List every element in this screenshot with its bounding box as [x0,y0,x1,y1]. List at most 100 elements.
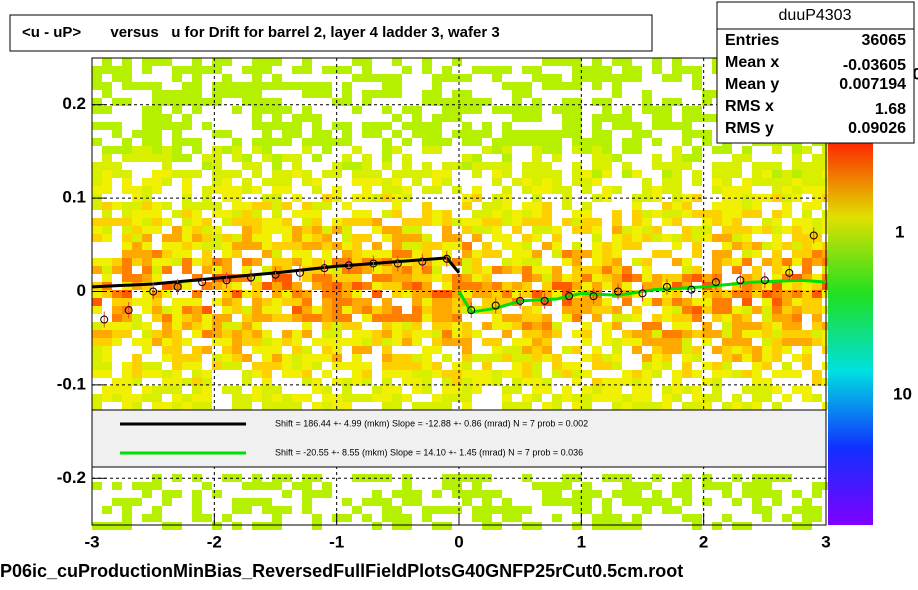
heatmap-cell [782,370,792,378]
heatmap-cell [362,514,372,522]
heatmap-cell [222,170,232,178]
heatmap-cell [802,162,812,170]
heatmap-cell [172,330,182,338]
heatmap-cell [592,66,602,74]
heatmap-cell [542,170,552,178]
heatmap-cell [542,202,552,210]
heatmap-cell [752,490,762,498]
stats-value: 0.09026 [848,120,906,137]
heatmap-cell [802,306,812,314]
heatmap-cell [352,274,362,282]
heatmap-cell [702,114,712,122]
heatmap-cell [652,338,662,346]
heatmap-cell [192,58,202,66]
heatmap-cell [732,522,742,530]
heatmap-cell [682,354,692,362]
heatmap-cell [592,130,602,138]
heatmap-cell [762,306,772,314]
heatmap-cell [382,274,392,282]
heatmap-cell [492,162,502,170]
heatmap-cell [592,282,602,290]
heatmap-cell [452,370,462,378]
heatmap-cell [432,290,442,298]
heatmap-cell [172,282,182,290]
heatmap-cell [522,114,532,122]
heatmap-cell [452,362,462,370]
y-tick-label: -0.1 [57,374,86,393]
profile-point [491,301,500,310]
heatmap-cell [672,178,682,186]
heatmap-cell [772,490,782,498]
heatmap-cell [562,290,572,298]
heatmap-cell [602,258,612,266]
heatmap-cell [172,322,182,330]
heatmap-cell [112,322,122,330]
heatmap-cell [812,306,822,314]
heatmap-cell [432,178,442,186]
stats-label: RMS y [725,120,774,137]
heatmap-cell [702,306,712,314]
heatmap-cell [182,66,192,74]
heatmap-cell [262,146,272,154]
stats-value: 1.68 [875,101,906,118]
heatmap-cell [372,386,382,394]
profile-point [662,282,671,291]
heatmap-cell [182,402,192,410]
heatmap-cell [772,298,782,306]
heatmap-cell [142,218,152,226]
y-tick-label: 0 [77,281,86,300]
heatmap-cell [112,122,122,130]
profile-point [442,254,451,263]
heatmap-cell [172,386,182,394]
heatmap-cell [782,394,792,402]
heatmap-cell [602,354,612,362]
heatmap-cell [822,146,832,154]
heatmap-cell [352,266,362,274]
heatmap-cell [592,386,602,394]
heatmap-cell [172,298,182,306]
heatmap-cell [462,322,472,330]
heatmap-cell [552,330,562,338]
heatmap-cell [462,346,472,354]
heatmap-cell [762,338,772,346]
heatmap-cell [262,58,272,66]
heatmap-cell [212,186,222,194]
heatmap-cell [522,394,532,402]
heatmap-cell [192,370,202,378]
heatmap-cell [632,194,642,202]
heatmap-cell [532,250,542,258]
heatmap-cell [192,506,202,514]
heatmap-cell [362,98,372,106]
heatmap-cell [392,282,402,290]
heatmap-cell [632,498,642,506]
heatmap-cell [152,202,162,210]
heatmap-cell [462,306,472,314]
heatmap-cell [162,202,172,210]
heatmap-cell [172,306,182,314]
heatmap-cell [152,298,162,306]
heatmap-cell [312,90,322,98]
profile-point [198,278,207,287]
heatmap-cell [492,522,502,530]
heatmap-cell [272,290,282,298]
heatmap-cell [812,506,822,514]
heatmap-cell [572,130,582,138]
heatmap-cell [802,186,812,194]
heatmap-cell [382,498,392,506]
heatmap-cell [682,298,692,306]
heatmap-cell [632,490,642,498]
heatmap-cell [232,338,242,346]
heatmap-cell [102,170,112,178]
heatmap-cell [162,306,172,314]
heatmap-cell [172,170,182,178]
heatmap-cell [142,362,152,370]
heatmap-cell [672,330,682,338]
heatmap-cell [412,314,422,322]
heatmap-cell [662,114,672,122]
heatmap-cell [122,202,132,210]
heatmap-cell [102,234,112,242]
heatmap-cell [422,162,432,170]
heatmap-cell [232,202,242,210]
heatmap-cell [642,402,652,410]
heatmap-cell [452,482,462,490]
